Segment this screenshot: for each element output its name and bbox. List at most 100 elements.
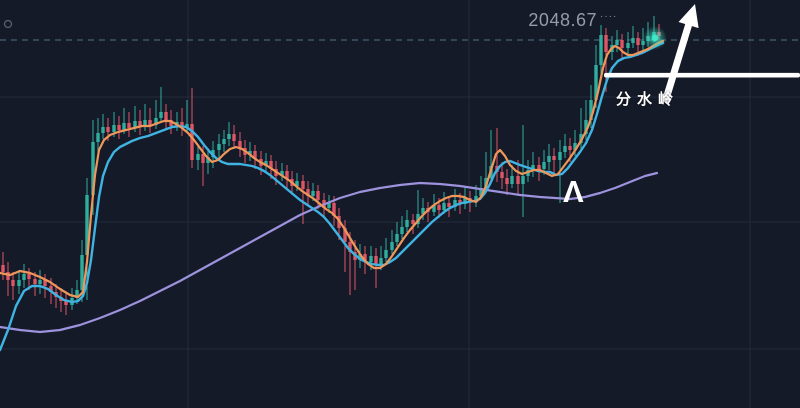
up-arrow-head: [678, 4, 699, 29]
candle-body: [49, 286, 53, 292]
candle-body: [348, 242, 352, 252]
candle-body: [358, 254, 362, 260]
candle-body: [589, 100, 593, 120]
candle-body: [547, 156, 551, 162]
candle-body: [301, 181, 305, 189]
candle-body: [285, 171, 289, 179]
candle-body: [64, 301, 68, 305]
candle-body: [38, 280, 42, 284]
candle-body: [180, 122, 184, 128]
candle-body: [463, 198, 467, 204]
candle-body: [537, 165, 541, 169]
candle-body: [96, 133, 100, 142]
candle-body: [594, 65, 598, 100]
candle-body: [253, 151, 257, 159]
candle-body: [1, 265, 5, 272]
candle-body: [599, 35, 603, 65]
slow-ma-purple-line: [0, 171, 659, 334]
candle-body: [369, 256, 373, 262]
candle-body: [22, 274, 26, 280]
candle-body: [568, 146, 572, 150]
candle-body: [264, 161, 268, 166]
candle-body: [232, 134, 236, 141]
candle-body: [280, 171, 284, 176]
candle-body: [563, 146, 567, 152]
candle-body: [154, 118, 158, 125]
candle-body: [269, 161, 273, 169]
candle-body: [201, 154, 205, 163]
candle-body: [437, 205, 441, 210]
candle-body: [101, 127, 105, 133]
candle-body: [27, 274, 31, 279]
candle-body: [500, 172, 504, 178]
candle-body: [510, 176, 514, 184]
candle-body: [411, 220, 415, 224]
candle-body: [222, 139, 226, 144]
candle-body: [127, 123, 131, 128]
candle-body: [332, 203, 336, 216]
candle-body: [390, 242, 394, 250]
candle-body: [227, 134, 231, 139]
candle-body: [521, 176, 525, 184]
candle-body: [604, 35, 608, 52]
candle-body: [43, 280, 47, 286]
candle-body: [573, 143, 577, 150]
candle-body: [579, 134, 583, 143]
candle-body: [106, 127, 110, 132]
candle-body: [363, 254, 367, 262]
candle-body: [148, 120, 152, 125]
candle-body: [143, 120, 147, 126]
candle-body: [400, 227, 404, 234]
candle-body: [112, 125, 116, 132]
candle-body: [615, 40, 619, 45]
candle-body: [552, 156, 556, 160]
candle-body: [395, 234, 399, 242]
candle-body: [217, 144, 221, 150]
candle-body: [306, 189, 310, 196]
candle-body: [248, 151, 252, 155]
candle-body: [295, 181, 299, 186]
candle-body: [343, 228, 347, 242]
candle-body: [138, 121, 142, 126]
candle-body: [374, 256, 378, 264]
candle-body: [311, 191, 315, 196]
watermark-circle-icon: [3, 19, 13, 29]
candle-body: [80, 255, 84, 290]
candle-body: [405, 220, 409, 227]
candle-body: [620, 40, 624, 48]
candle-body: [6, 272, 10, 280]
candle-body: [11, 280, 15, 286]
candle-body: [505, 178, 509, 184]
candle-body: [85, 195, 89, 255]
candle-body: [453, 200, 457, 207]
candle-body: [641, 41, 645, 45]
candle-body: [316, 191, 320, 200]
drawn-support-line: [604, 72, 800, 78]
candle-body: [379, 258, 383, 264]
candle-body: [117, 125, 121, 130]
candle-body: [190, 124, 194, 160]
candle-body: [458, 200, 462, 204]
candle-body: [17, 280, 21, 286]
candle-body: [238, 141, 242, 148]
candle-body: [631, 38, 635, 43]
candle-body: [122, 123, 126, 130]
candle-body: [384, 250, 388, 258]
candle-body: [91, 142, 95, 195]
mid-ma-cyan-line: [0, 41, 665, 352]
candle-body: [636, 38, 640, 45]
candle-body: [164, 112, 168, 120]
candle-body: [442, 203, 446, 210]
candle-body: [159, 112, 163, 118]
candle-body: [479, 188, 483, 196]
candle-body: [327, 203, 331, 208]
candle-body: [185, 124, 189, 128]
candle-body: [447, 203, 451, 207]
candle-body: [421, 208, 425, 214]
candle-body: [432, 205, 436, 212]
last-price-dot: [651, 34, 659, 42]
candle-body: [542, 162, 546, 169]
candle-body: [531, 165, 535, 170]
